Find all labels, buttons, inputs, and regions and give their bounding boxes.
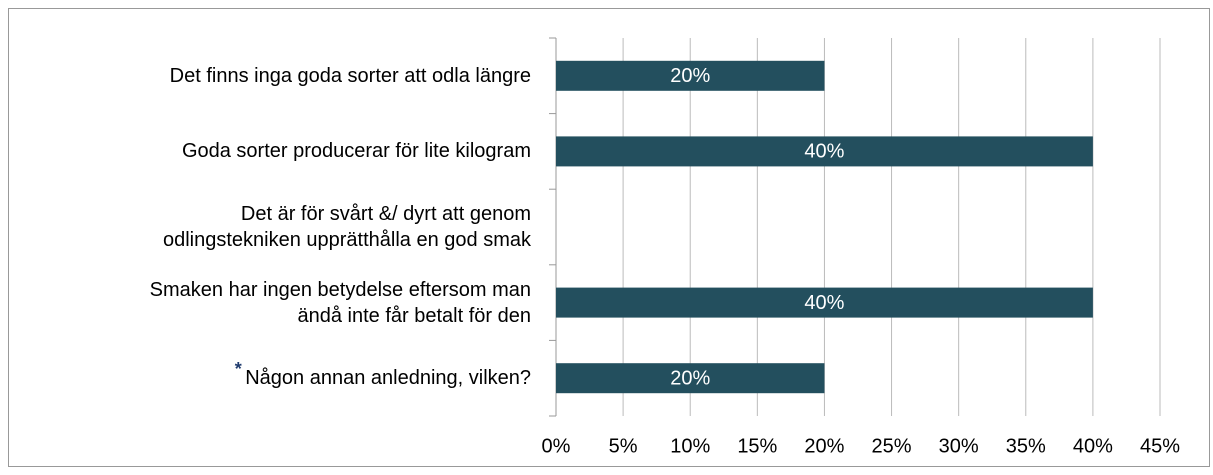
data-label: 20% [670,65,710,87]
x-tick-label: 15% [737,435,777,457]
x-tick-label: 20% [804,435,844,457]
bar [556,60,825,91]
asterisk-icon: * [235,359,242,379]
x-tick-label: 40% [1073,435,1113,457]
data-label: 40% [804,141,844,163]
x-tick-label: 45% [1140,435,1180,457]
x-tick-label: 10% [670,435,710,457]
data-label: 40% [804,292,844,314]
x-tick-label: 5% [609,435,638,457]
category-label: Någon annan anledning, vilken? [245,367,531,390]
category-label: Goda sorter producerar för lite kilogram [181,140,531,163]
x-tick-label: 30% [939,435,979,457]
category-label: Det är för svårt &/ dyrt att genom odlin… [162,203,531,251]
category-label: Smaken har ingen betydelse eftersom man … [149,278,531,327]
category-label: Det finns inga goda sorter att odla läng… [169,64,531,87]
x-tick-label: 0% [542,435,571,457]
data-label: 20% [670,367,710,389]
bar [556,136,1093,167]
x-tick-label: 35% [1006,435,1046,457]
bar [556,287,1093,318]
bar [556,363,825,394]
x-tick-label: 25% [872,435,912,457]
frame [8,8,1210,467]
